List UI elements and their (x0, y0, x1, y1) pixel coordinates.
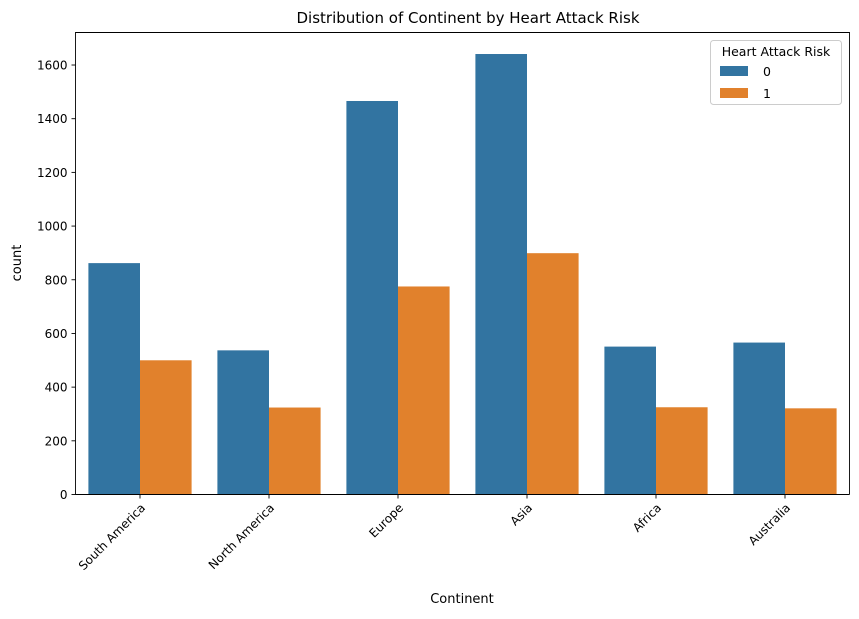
chart-title: Distribution of Continent by Heart Attac… (296, 9, 639, 27)
y-axis-label: count (10, 245, 25, 282)
x-tick-label: Australia (746, 501, 793, 548)
y-tick-label: 1200 (37, 166, 68, 180)
bar-north-america-risk-0 (217, 350, 269, 495)
y-axis-ticks: 0 200 400 600 800 1000 1200 1400 1600 (37, 59, 76, 502)
y-tick-label: 1600 (37, 59, 68, 73)
legend-title: Heart Attack Risk (722, 44, 831, 59)
legend-swatch-0 (720, 66, 748, 76)
y-tick-label: 400 (45, 381, 68, 395)
bar-africa-risk-1 (656, 407, 708, 495)
x-tick-label: South America (76, 501, 148, 573)
legend-swatch-1 (720, 88, 748, 98)
x-axis-ticks: South America North America Europe Asia Afri… (76, 494, 793, 573)
x-tick-label: Africa (630, 501, 664, 535)
y-tick-label: 200 (45, 434, 68, 448)
x-tick-label: Asia (507, 501, 535, 529)
bar-asia-risk-0 (475, 54, 527, 495)
bar-australia-risk-1 (785, 408, 837, 495)
bar-south-america-risk-0 (88, 263, 140, 495)
y-tick-label: 0 (60, 488, 68, 502)
y-tick-label: 800 (45, 273, 68, 287)
bar-europe-risk-0 (346, 100, 398, 495)
bar-europe-risk-1 (398, 286, 450, 495)
legend-label-0: 0 (763, 64, 771, 79)
legend-label-1: 1 (763, 86, 771, 101)
bar-north-america-risk-1 (269, 407, 321, 495)
y-tick-label: 1000 (37, 220, 68, 234)
legend: Heart Attack Risk 0 1 (710, 40, 842, 105)
y-tick-label: 600 (45, 327, 68, 341)
x-tick-label: North America (206, 501, 277, 572)
y-tick-label: 1400 (37, 112, 68, 126)
bar-south-america-risk-1 (140, 360, 192, 495)
bar-asia-risk-1 (527, 253, 579, 495)
bars (88, 54, 837, 495)
x-tick-label: Europe (366, 501, 406, 541)
x-axis-label: Continent (430, 592, 494, 607)
bar-australia-risk-0 (733, 342, 785, 495)
bar-africa-risk-0 (604, 346, 656, 495)
